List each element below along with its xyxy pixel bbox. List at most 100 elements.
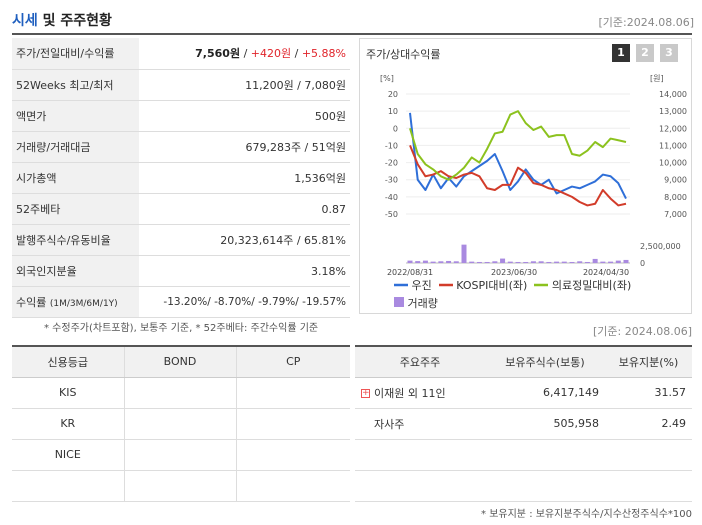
return-values: -13.20%/ -8.70%/ -9.79%/ -19.57% — [139, 286, 350, 319]
pct-cell: 31.57 — [605, 377, 692, 409]
right-tick-label: 13,000 — [659, 107, 687, 116]
left-tick-label: 20 — [388, 90, 398, 99]
shares-cell: 6,417,149 — [485, 377, 605, 409]
expand-plus-icon[interactable]: + — [361, 388, 370, 398]
kospi-relative-line — [409, 145, 627, 207]
row-label: 수익률 (1M/3M/6M/1Y) — [12, 286, 139, 319]
page-title-highlight: 시세 — [12, 13, 38, 29]
row-value: 0.87 — [139, 193, 350, 226]
row-value: 1,536억원 — [139, 162, 350, 194]
volume-tick-label: 2,500,000 — [640, 242, 681, 251]
shareholder-name: 자사주 — [374, 417, 405, 431]
volume-bar — [615, 260, 621, 263]
shareholder-name: 이재원 외 11인 — [374, 386, 446, 400]
table-row: 52Weeks 최고/최저 11,200원 / 7,080원 — [12, 69, 350, 101]
summary-table: 주가/전일대비/수익률 7,560원 / +420원 / +5.88% 52We… — [12, 38, 350, 319]
table-header-row: 주요주주 보유주식수(보통) 보유지분(%) — [355, 345, 692, 378]
volume-bar — [407, 260, 413, 263]
table-cell — [605, 470, 692, 502]
volume-bar — [500, 258, 506, 263]
chart-legend: 우진 KOSPI대비(좌) 의료정밀대비(좌) 거래량 — [394, 277, 631, 311]
right-tick-label: 8,000 — [664, 193, 687, 202]
column-header: 주요주주 — [355, 345, 485, 378]
volume-bar — [584, 261, 590, 263]
row-label: 발행주식수/유동비율 — [12, 224, 139, 257]
column-header: 신용등급 — [12, 345, 124, 378]
table-row: KR — [12, 408, 350, 440]
major-shareholder-table: 주요주주 보유주식수(보통) 보유지분(%) + 이재원 외 11인 6,417,… — [355, 345, 692, 502]
volume-bar — [430, 261, 436, 263]
page-title: 시세 및 주주현황 — [12, 10, 112, 30]
column-header: 보유지분(%) — [605, 345, 692, 378]
shareholder-name-cell: 자사주 — [355, 408, 485, 440]
volume-bar — [476, 261, 482, 263]
volume-bar — [523, 261, 529, 263]
table-row: 발행주식수/유동비율 20,323,614주 / 65.81% — [12, 224, 350, 257]
table-cell — [355, 470, 485, 502]
row-label-main: 수익률 — [16, 296, 47, 310]
left-tick-label: -40 — [385, 193, 398, 202]
volume-bar — [600, 261, 606, 263]
chart-page-1-button[interactable]: 1 — [612, 44, 630, 62]
volume-bar — [484, 261, 490, 263]
left-tick-label: 0 — [393, 124, 398, 133]
right-tick-label: 7,000 — [664, 210, 687, 219]
table-row: 액면가 500원 — [12, 100, 350, 132]
row-value: 500원 — [139, 100, 350, 132]
column-header: BOND — [123, 345, 236, 378]
chart-page-3-button[interactable]: 3 — [660, 44, 678, 62]
header-divider — [12, 33, 692, 35]
legend-stock: 우진 — [394, 279, 432, 292]
table-cell — [123, 439, 236, 471]
pct-cell: 2.49 — [605, 408, 692, 440]
table-row: NICE — [12, 439, 350, 471]
legend-sector-label: 의료정밀대비(좌) — [551, 279, 632, 292]
table-row: 52주베타 0.87 — [12, 193, 350, 226]
volume-bar — [561, 261, 567, 263]
row-value: 679,283주 / 51억원 — [139, 131, 350, 163]
right-tick-label: 12,000 — [659, 124, 687, 133]
volume-bar — [446, 260, 452, 263]
price: 7,560원 — [195, 47, 241, 61]
separator: / — [291, 47, 302, 61]
table-cell — [235, 408, 350, 440]
volume-tick-label: 0 — [640, 259, 645, 268]
legend-volume-label: 거래량 — [407, 297, 438, 310]
table-row — [355, 439, 692, 471]
volume-bar — [546, 261, 552, 263]
left-tick-label: -50 — [385, 210, 398, 219]
left-tick-label: -10 — [385, 141, 398, 150]
chart-panel: 주가/상대수익률 1 2 3 [%] [원] 20 10 0 -10 -20 -30 -40 -5… — [359, 38, 692, 314]
table-cell: KR — [12, 408, 124, 440]
row-label: 액면가 — [12, 100, 139, 132]
table-cell — [235, 439, 350, 471]
right-tick-label: 10,000 — [659, 159, 687, 168]
change: +420원 — [250, 47, 292, 61]
table-cell: KIS — [12, 377, 124, 409]
left-tick-label: -20 — [385, 159, 398, 168]
separator: / — [240, 47, 251, 61]
table-row: 주가/전일대비/수익률 7,560원 / +420원 / +5.88% — [12, 38, 350, 70]
holder-reference-date: [기준: 2024.08.06] — [592, 325, 692, 338]
table-row: KIS — [12, 377, 350, 409]
chart-page-2-button[interactable]: 2 — [636, 44, 654, 62]
table-header-row: 신용등급 BOND CP — [12, 345, 350, 378]
table-cell — [605, 439, 692, 471]
volume-bar — [608, 261, 614, 263]
volume-bar — [530, 261, 536, 263]
table-row — [355, 470, 692, 502]
table-cell — [123, 377, 236, 409]
legend-kospi: KOSPI대비(좌) — [438, 279, 527, 292]
table-row — [12, 470, 350, 502]
holder-note: * 보유지분 : 보유지분주식수/지수산정주식수*100 — [481, 509, 692, 520]
volume-bar — [592, 258, 598, 263]
row-label: 52Weeks 최고/최저 — [12, 69, 139, 101]
stock-price-line — [409, 112, 627, 200]
chart-title: 주가/상대수익률 — [366, 48, 441, 61]
legend-volume: 거래량 — [394, 297, 438, 310]
table-cell — [235, 377, 350, 409]
row-value: 11,200원 / 7,080원 — [139, 69, 350, 101]
right-tick-label: 11,000 — [659, 141, 687, 150]
shares-cell: 505,958 — [485, 408, 605, 440]
change-pct: +5.88% — [301, 47, 346, 61]
